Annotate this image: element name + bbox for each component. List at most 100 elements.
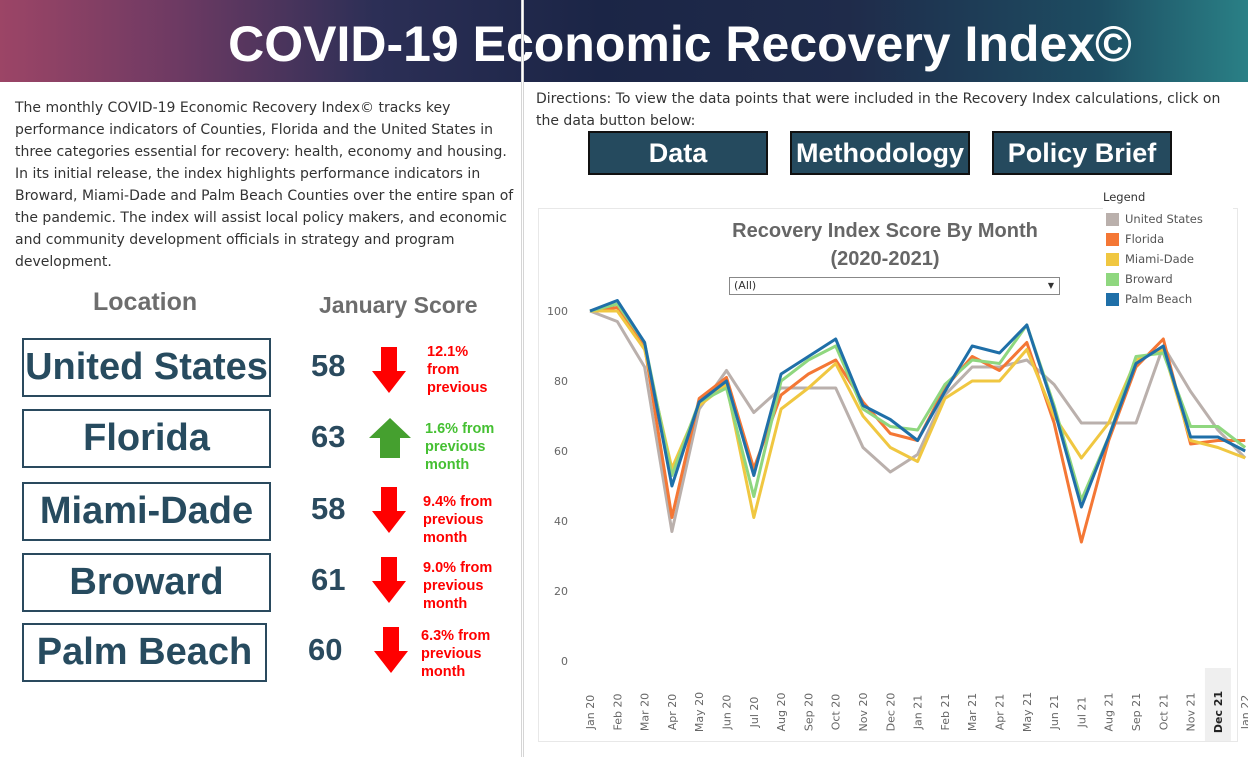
score-value: 63 — [311, 419, 346, 454]
x-tick-label: Apr 21 — [994, 694, 1007, 731]
x-tick-label: Jan 21 — [912, 695, 925, 730]
score-value: 61 — [311, 562, 346, 597]
legend-swatch — [1106, 212, 1119, 226]
legend-label: Miami-Dade — [1125, 252, 1194, 266]
arrow-down-icon — [372, 557, 406, 603]
arrow-up-icon — [369, 418, 411, 458]
score-value: 58 — [311, 491, 346, 526]
change-line: month — [425, 457, 470, 473]
legend-item[interactable]: Palm Beach — [1103, 289, 1233, 309]
change-line: previous — [421, 646, 482, 662]
change-text: 6.3% from previous month — [421, 627, 490, 681]
legend-swatch — [1106, 272, 1119, 286]
directions-body: : To view the data points that were incl… — [536, 91, 1221, 129]
legend-label: Palm Beach — [1125, 292, 1193, 306]
score-value: 60 — [308, 632, 343, 667]
chart-title: Recovery Index Score By Month — [732, 220, 1038, 242]
x-tick-label: Jun 20 — [721, 695, 734, 731]
location-box-florida: Florida — [22, 409, 271, 468]
x-tick-label: Nov 20 — [857, 693, 870, 732]
chart-subtitle: (2020-2021) — [830, 248, 940, 270]
change-line: 1.6% from — [425, 421, 495, 437]
x-tick-label: May 20 — [693, 692, 706, 732]
legend-swatch — [1106, 252, 1119, 266]
panel-divider — [521, 0, 524, 757]
x-tick-label: Feb 21 — [939, 694, 952, 731]
x-tick-label: Mar 21 — [966, 693, 979, 731]
x-tick-label: Jul 20 — [748, 697, 761, 729]
x-tick-label: Jan 20 — [584, 695, 597, 730]
arrow-down-icon — [372, 487, 406, 533]
legend-item[interactable]: United States — [1103, 209, 1233, 229]
x-tick-label: Apr 20 — [666, 694, 679, 731]
change-text: 9.4% from previous month — [423, 493, 492, 547]
location-name: Palm Beach — [36, 631, 253, 673]
x-tick-label: Jun 21 — [1048, 695, 1061, 731]
arrow-down-icon — [372, 347, 406, 393]
intro-paragraph: The monthly COVID-19 Economic Recovery I… — [15, 100, 514, 270]
methodology-button[interactable]: Methodology — [790, 131, 970, 175]
y-tick-label: 0 — [561, 655, 568, 668]
change-line: previous — [427, 380, 488, 396]
location-name: Miami-Dade — [39, 490, 254, 532]
change-line: previous — [423, 578, 484, 594]
score-column-header: January Score — [319, 292, 478, 318]
x-tick-label: Aug 21 — [1103, 693, 1116, 732]
change-line: 6.3% from — [421, 628, 491, 644]
change-line: month — [421, 664, 466, 680]
legend-swatch — [1106, 292, 1119, 306]
y-tick-label: 60 — [554, 445, 568, 458]
x-tick-label: Mar 20 — [639, 693, 652, 731]
change-text: 1.6% from previous month — [425, 420, 494, 474]
location-name: Broward — [69, 561, 224, 603]
location-name: Florida — [83, 417, 210, 459]
series-line-palm-beach — [589, 299, 1246, 509]
legend-item[interactable]: Miami-Dade — [1103, 249, 1233, 269]
change-line: month — [423, 530, 468, 546]
x-tick-label: Sep 20 — [802, 693, 815, 731]
legend-label: Florida — [1125, 232, 1165, 246]
legend-label: Broward — [1125, 272, 1173, 286]
page-title: COVID-19 Economic Recovery Index© — [228, 16, 1132, 72]
series-line-broward — [589, 302, 1247, 502]
y-tick-label: 20 — [554, 585, 568, 598]
change-text: 9.0% from previous month — [423, 559, 492, 613]
x-tick-label: Dec 20 — [884, 693, 897, 732]
change-line: from — [427, 362, 460, 378]
legend-label: United States — [1125, 212, 1203, 226]
change-line: 12.1% — [427, 344, 469, 360]
highlight-band — [1204, 668, 1231, 741]
directions-text: Directions: To view the data points that… — [536, 88, 1236, 132]
location-box-miami-dade: Miami-Dade — [22, 482, 271, 541]
series-line-miami-dade — [590, 309, 1246, 519]
chart-frame — [538, 208, 1238, 742]
chart-legend: Legend United States Florida Miami-Dade Bro… — [1103, 190, 1233, 309]
legend-item[interactable]: Broward — [1103, 269, 1233, 289]
legend-swatch — [1106, 232, 1119, 246]
location-name: United States — [25, 346, 268, 388]
header-banner: COVID-19 Economic Recovery Index© — [0, 0, 1248, 82]
series-line-united-states — [589, 309, 1247, 533]
change-text: 12.1% from previous — [427, 343, 487, 397]
x-tick-label: Jul 21 — [1075, 697, 1088, 729]
x-tick-label: Nov 21 — [1185, 693, 1198, 732]
x-tick-label: Jan 22 — [1239, 695, 1248, 730]
change-line: previous — [423, 512, 484, 528]
x-tick-label: Oct 21 — [1157, 694, 1170, 731]
y-tick-label: 40 — [554, 515, 568, 528]
score-value: 58 — [311, 348, 346, 383]
location-column-header: Location — [93, 288, 198, 316]
series-line-florida — [589, 306, 1246, 544]
policy-brief-button[interactable]: Policy Brief — [992, 131, 1172, 175]
legend-item[interactable]: Florida — [1103, 229, 1233, 249]
x-tick-label: Feb 20 — [611, 694, 624, 731]
directions-label: Directions — [536, 91, 607, 107]
data-button[interactable]: Data — [588, 131, 768, 175]
filter-value: (All) — [734, 279, 757, 292]
legend-title: Legend — [1103, 190, 1146, 204]
location-box-palm-beach: Palm Beach — [22, 623, 267, 682]
x-tick-label: Oct 20 — [830, 694, 843, 731]
month-filter-dropdown[interactable]: (All) ▼ — [729, 277, 1060, 295]
x-tick-label: May 21 — [1021, 692, 1034, 732]
